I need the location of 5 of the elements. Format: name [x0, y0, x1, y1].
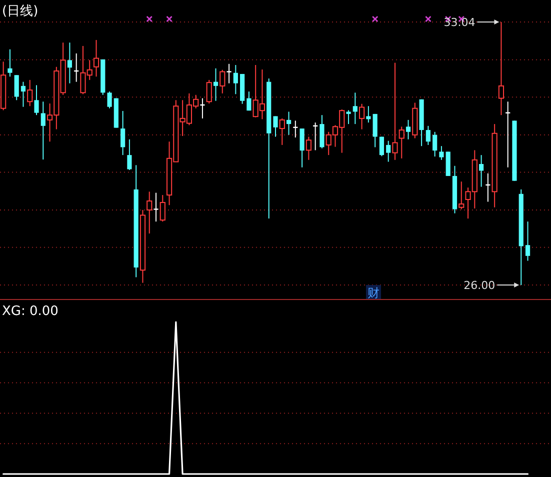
annotation: 33.04: [444, 16, 476, 30]
annotation: 26.00: [464, 279, 496, 292]
chart-title: (日线): [2, 4, 38, 19]
annotation: 财: [368, 286, 380, 300]
chart-title: XG: 0.00: [2, 304, 58, 319]
